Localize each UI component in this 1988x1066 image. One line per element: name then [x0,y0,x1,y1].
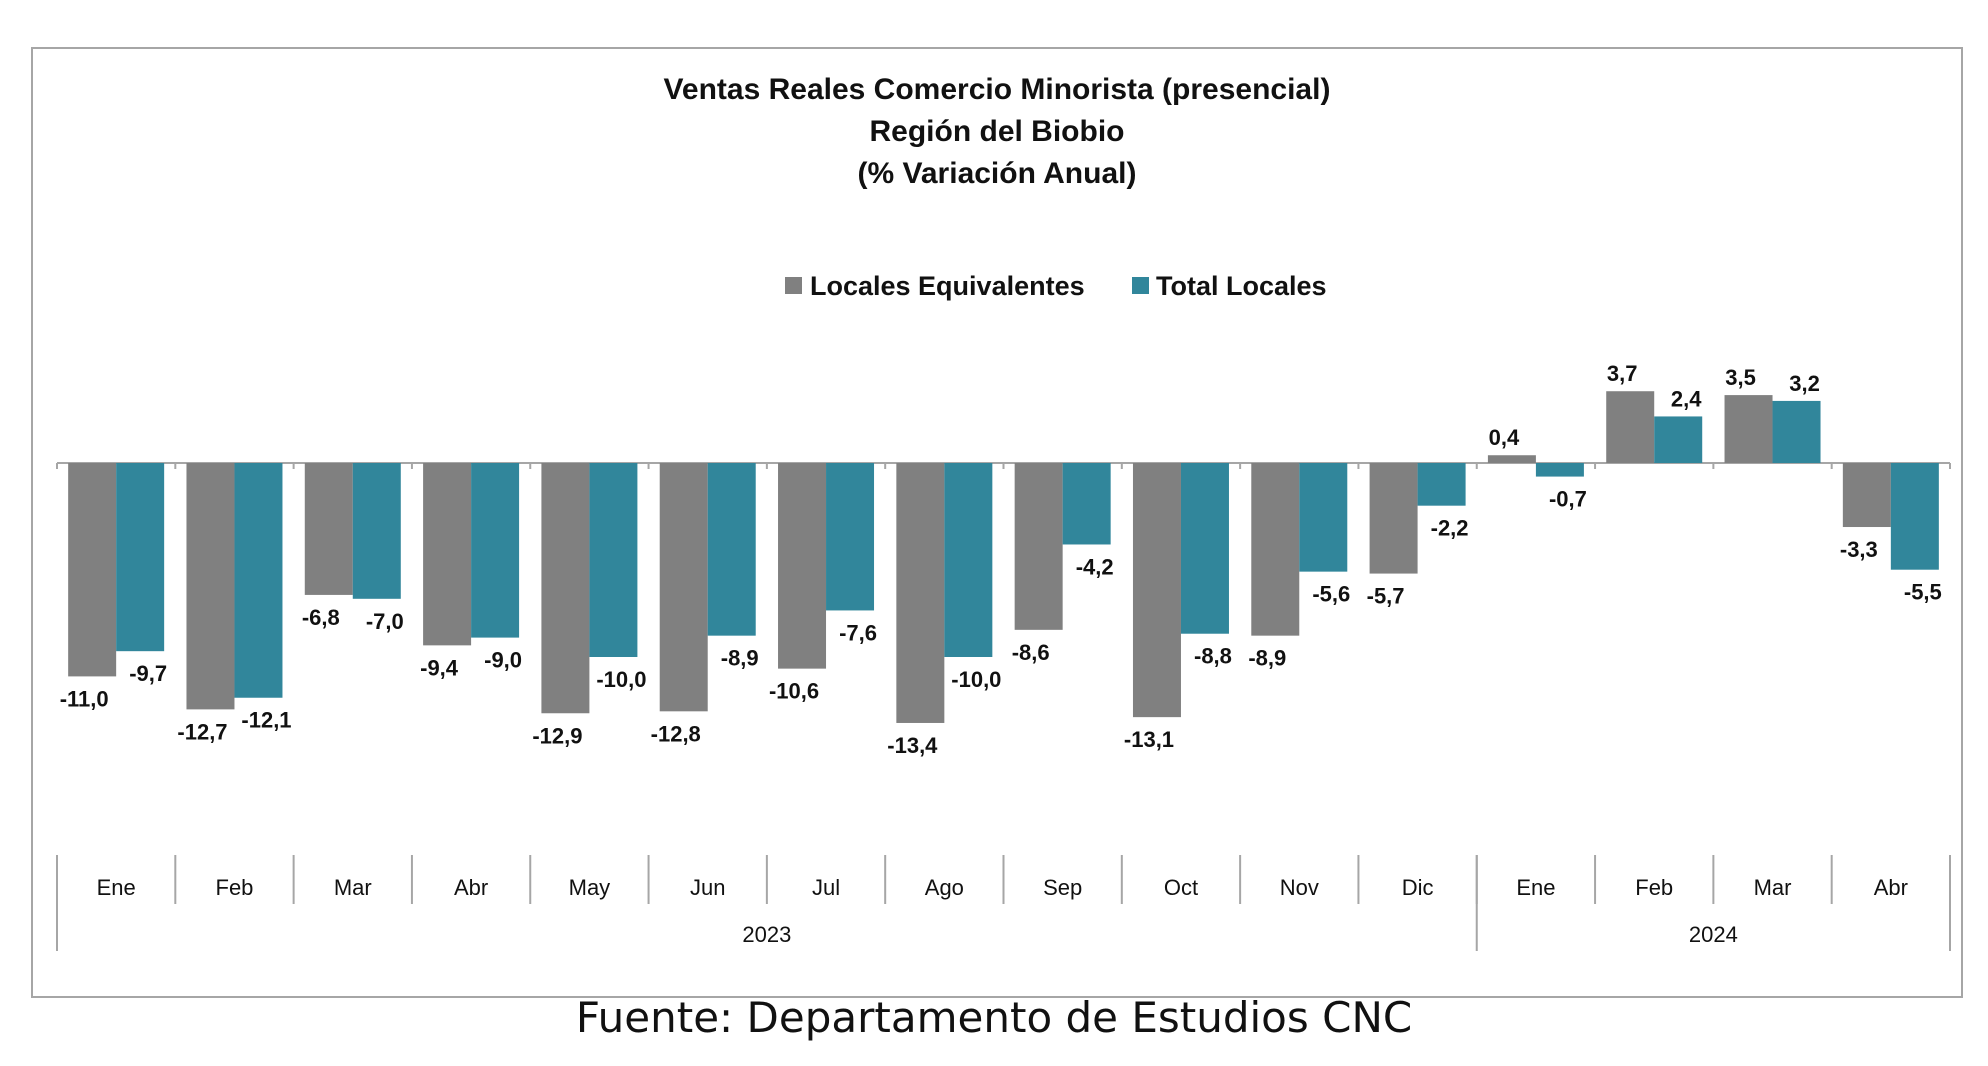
data-label: -13,1 [1124,727,1174,752]
bar-total-locales [1417,463,1466,506]
bar-total-locales [1772,400,1821,463]
data-label: -5,7 [1367,584,1405,609]
bar-locales-equivalentes [1251,463,1300,636]
data-label: 0,4 [1489,425,1520,450]
x-tick-label: Feb [216,875,254,900]
data-label: -6,8 [302,605,340,630]
bar-total-locales [1299,463,1348,572]
data-label: 2,4 [1671,386,1702,411]
bar-locales-equivalentes [541,463,590,714]
data-label: -12,7 [177,719,227,744]
x-tick-label: Ene [1516,875,1555,900]
bar-total-locales [352,463,401,599]
x-tick-label: Jul [812,875,840,900]
legend-label-total-locales: Total Locales [1156,271,1327,301]
bar-locales-equivalentes [1606,391,1655,463]
data-label: -9,0 [484,648,522,673]
bar-locales-equivalentes [1724,395,1773,463]
data-label: -12,1 [241,708,291,733]
bar-locales-equivalentes [1369,463,1418,574]
year-label: 2024 [1689,922,1738,947]
x-tick-label: Nov [1280,875,1319,900]
data-label: -5,5 [1904,580,1942,605]
data-label: 3,5 [1725,365,1756,390]
bar-locales-equivalentes [1842,463,1891,528]
data-label: -10,0 [951,667,1001,692]
bar-locales-equivalentes [1487,455,1536,463]
bar-total-locales [1890,463,1939,570]
x-tick-label: Abr [1874,875,1908,900]
data-label: -13,4 [887,733,938,758]
data-label: -10,6 [769,679,819,704]
x-tick-label: Abr [454,875,488,900]
legend-swatch-total-locales [1132,277,1149,294]
x-tick-label: Ago [925,875,964,900]
x-tick-label: Mar [1754,875,1792,900]
data-label: -8,6 [1012,640,1050,665]
data-label: -4,2 [1076,554,1114,579]
bar-locales-equivalentes [659,463,708,712]
data-label: 3,7 [1607,361,1638,386]
bar-locales-equivalentes [778,463,827,669]
bar-total-locales [1062,463,1111,545]
bar-total-locales [471,463,520,638]
bar-total-locales [589,463,638,657]
legend-swatch-locales-equivalentes [785,277,802,294]
chart-title-line-2: Región del Biobio [870,115,1125,148]
year-label: 2023 [742,922,791,947]
bar-total-locales [707,463,756,636]
x-tick-label: Ene [97,875,136,900]
bar-locales-equivalentes [304,463,353,595]
data-label: -5,6 [1312,582,1350,607]
data-label: 3,2 [1789,371,1820,396]
bar-total-locales [116,463,165,652]
legend: Locales Equivalentes Total Locales [785,271,1327,301]
bar-locales-equivalentes [68,463,117,677]
data-label: -7,0 [366,609,404,634]
data-label: -11,0 [60,686,109,711]
bar-locales-equivalentes [423,463,472,646]
x-tick-label: Sep [1043,875,1082,900]
data-label: -7,6 [839,620,877,645]
chart-title-line-1: Ventas Reales Comercio Minorista (presen… [664,73,1331,106]
source-note: Fuente: Departamento de Estudios CNC [575,993,1413,1042]
bar-total-locales [1654,416,1703,463]
legend-label-locales-equivalentes: Locales Equivalentes [810,271,1085,301]
bar-locales-equivalentes [896,463,945,723]
bar-locales-equivalentes [186,463,235,710]
data-label: -12,9 [532,723,582,748]
bar-total-locales [826,463,875,611]
bar-total-locales [1535,463,1584,477]
chart-title: Ventas Reales Comercio Minorista (presen… [664,73,1331,190]
data-label: -10,0 [596,667,646,692]
x-tick-label: Jun [690,875,725,900]
data-label: -8,9 [721,646,759,671]
data-label: -8,9 [1248,646,1286,671]
data-label: -9,7 [129,661,167,686]
bar-locales-equivalentes [1014,463,1063,630]
x-tick-label: Mar [334,875,372,900]
x-tick-label: Feb [1635,875,1673,900]
x-tick-label: May [569,875,611,900]
bar-total-locales [944,463,993,657]
x-tick-label: Dic [1402,875,1434,900]
data-label: -0,7 [1549,487,1587,512]
bar-total-locales [1180,463,1229,634]
bar-total-locales [234,463,283,698]
data-label: -8,8 [1194,644,1232,669]
data-label: -2,2 [1431,516,1469,541]
data-label: -3,3 [1840,537,1878,562]
chart-title-line-3: (% Variación Anual) [858,157,1137,190]
bar-locales-equivalentes [1132,463,1181,718]
data-label: -9,4 [420,655,459,680]
x-tick-label: Oct [1164,875,1198,900]
plot-area: -11,0 -9,7 -12,7 -12,1 -6,8 -7,0 -9,4 -9,0 -12,9… [56,361,1951,951]
data-label: -12,8 [651,721,701,746]
